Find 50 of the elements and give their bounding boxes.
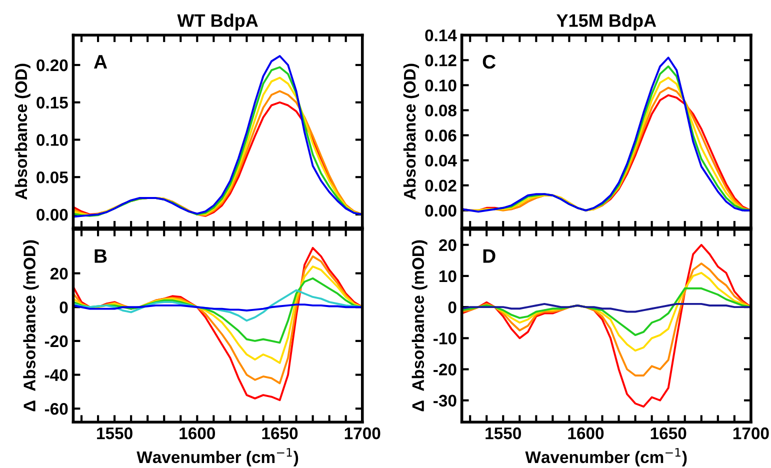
y-tick-label: 20 — [50, 268, 68, 280]
annotation: D — [483, 249, 496, 263]
x-tick-label: 1650 — [262, 427, 298, 440]
line-series — [462, 262, 751, 376]
x-tick-label: 1550 — [486, 427, 521, 440]
y-tick-label: -20 — [434, 364, 456, 376]
y-axis-title: Δ Absorbance (mOD) — [23, 240, 39, 412]
y-tick-label: 0.00 — [425, 204, 456, 217]
y-tick-label: 0.10 — [36, 134, 68, 146]
y-axis-title: Absorbance (OD) — [403, 64, 419, 200]
y-tick-label: 0.08 — [425, 104, 456, 116]
annotation: B — [94, 249, 107, 263]
line-series — [73, 266, 362, 364]
y-tick-label: -30 — [434, 394, 456, 407]
x-tick-label: 1700 — [733, 427, 769, 440]
y-tick-label: 0.02 — [425, 180, 456, 192]
line-series — [73, 277, 362, 344]
y-tick-label: -60 — [44, 403, 68, 415]
y-tick-label: 0.00 — [36, 208, 68, 221]
annotation: C — [482, 54, 496, 69]
line-series — [462, 302, 751, 313]
y-tick-label: 0.05 — [36, 171, 68, 184]
x-tick-label: 1550 — [97, 427, 132, 440]
y-tick-label: -40 — [44, 369, 68, 381]
y-axis-title: Δ Absorbance (mOD) — [412, 240, 428, 412]
y-tick-label: 0 — [60, 302, 68, 314]
chart-title: Y15M BdpA — [556, 14, 656, 31]
y-tick-label: 0.20 — [36, 59, 68, 72]
y-tick-label: -20 — [44, 335, 68, 348]
x-tick-label: 1600 — [568, 427, 604, 440]
x-axis-title: Wavenumber (cm$^{−1}$) — [525, 448, 687, 466]
x-tick-label: 1700 — [344, 427, 380, 440]
y-tick-label: 10 — [439, 270, 456, 282]
x-axis-title: Wavenumber (cm$^{−1}$) — [136, 448, 298, 466]
y-tick-label: 0.12 — [425, 54, 456, 66]
y-tick-label: 0.14 — [425, 30, 457, 42]
y-tick-label: -10 — [434, 332, 456, 344]
y-tick-label: 0.15 — [36, 96, 68, 109]
chart-title: WT BdpA — [177, 14, 258, 31]
y-tick-label: 0.06 — [425, 130, 456, 142]
y-tick-label: 0.10 — [425, 80, 456, 92]
y-tick-label: 0 — [448, 301, 456, 314]
y-tick-label: 20 — [439, 239, 456, 252]
y-tick-label: 0.04 — [425, 154, 457, 167]
line-series — [462, 244, 751, 408]
annotation: A — [94, 55, 108, 68]
x-tick-label: 1600 — [180, 427, 216, 440]
y-axis-title: Absorbance (OD) — [14, 64, 30, 200]
x-tick-label: 1650 — [650, 427, 686, 440]
line-series — [462, 287, 751, 336]
